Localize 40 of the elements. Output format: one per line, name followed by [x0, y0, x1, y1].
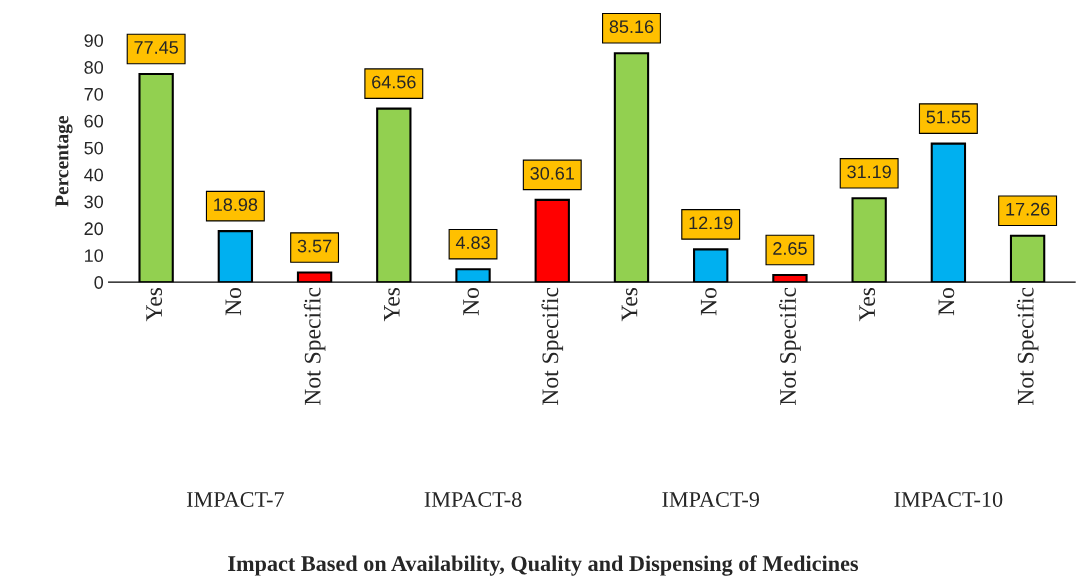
y-tick-label: 80: [84, 61, 104, 74]
x-tick-label: No: [938, 287, 955, 316]
x-tick-label: Not Specific: [303, 287, 326, 406]
data-label: 3.57: [297, 239, 332, 253]
data-label: 31.19: [847, 165, 891, 179]
y-axis-title: Percentage: [55, 115, 73, 207]
text: IMPACT-10: [894, 491, 1003, 507]
data-label: 77.45: [134, 41, 178, 54]
y-tick-label: 10: [85, 249, 104, 263]
y-tick-label: 50: [84, 141, 104, 155]
data-label: 2.65: [773, 242, 807, 255]
data-label: 4.83: [455, 236, 490, 250]
y-tick-label: 20: [84, 222, 104, 236]
text: IMPACT-8: [424, 491, 522, 507]
data-label: 51.55: [926, 110, 971, 124]
y-tick-label: 70: [84, 87, 104, 101]
x-tick-label: Not Specific: [779, 287, 801, 406]
data-label: 30.61: [530, 166, 574, 180]
x-tick-label: No: [463, 287, 479, 316]
text: Impact Based on Availability, Quality and Dispensing of Medicines: [228, 555, 859, 576]
x-tick-label: Yes: [146, 287, 163, 322]
y-tick-label: 60: [84, 114, 104, 128]
x-tick-label: Yes: [384, 287, 400, 322]
x-tick-label: Not Specific: [541, 287, 564, 406]
data-label: 18.98: [214, 198, 258, 211]
y-tick-label: 40: [84, 168, 104, 182]
y-tick-label: 0: [94, 276, 104, 289]
x-tick-label: No: [225, 287, 242, 316]
y-tick-label: 90: [84, 34, 104, 47]
data-label: 12.19: [689, 216, 733, 230]
text: IMPACT-9: [662, 492, 760, 507]
x-tick-label: No: [700, 287, 717, 316]
data-label: 85.16: [609, 20, 654, 34]
x-tick-label: Not Specific: [1016, 287, 1039, 406]
data-label: 17.26: [1006, 202, 1050, 216]
text: IMPACT-7: [186, 492, 284, 507]
y-tick-label: 30: [84, 195, 104, 209]
x-tick-label: Yes: [859, 287, 876, 322]
x-tick-label: Yes: [621, 287, 638, 322]
data-label: 64.56: [372, 75, 416, 89]
